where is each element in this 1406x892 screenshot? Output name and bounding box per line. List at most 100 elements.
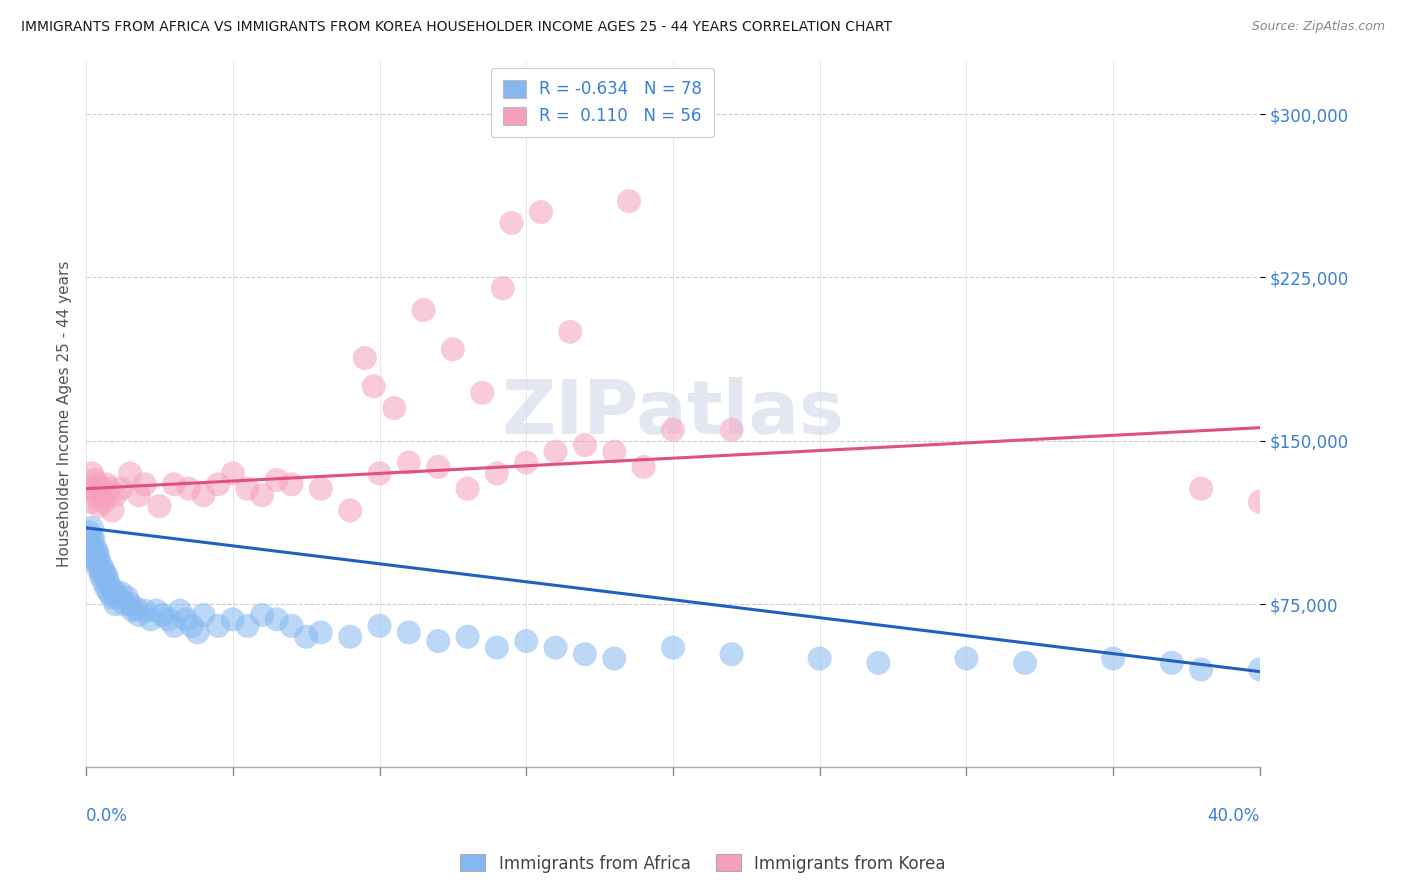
- Point: [412, 303, 434, 318]
- Point: [368, 619, 391, 633]
- Point: [104, 597, 127, 611]
- Point: [107, 591, 129, 605]
- Point: [80, 532, 103, 546]
- Point: [1249, 662, 1271, 676]
- Point: [280, 619, 302, 633]
- Point: [110, 586, 132, 600]
- Point: [134, 604, 156, 618]
- Point: [90, 565, 112, 579]
- Point: [236, 619, 259, 633]
- Point: [148, 499, 170, 513]
- Point: [98, 482, 121, 496]
- Point: [174, 612, 197, 626]
- Point: [120, 597, 142, 611]
- Point: [250, 607, 273, 622]
- Point: [720, 647, 742, 661]
- Point: [485, 640, 508, 655]
- Text: 0.0%: 0.0%: [86, 806, 128, 824]
- Point: [1189, 482, 1212, 496]
- Point: [77, 532, 100, 546]
- Point: [1160, 656, 1182, 670]
- Point: [266, 612, 288, 626]
- Point: [77, 482, 100, 496]
- Point: [1014, 656, 1036, 670]
- Point: [79, 547, 101, 561]
- Point: [83, 553, 105, 567]
- Point: [193, 607, 215, 622]
- Point: [427, 459, 450, 474]
- Point: [633, 459, 655, 474]
- Point: [94, 568, 117, 582]
- Point: [145, 604, 167, 618]
- Point: [91, 560, 114, 574]
- Point: [90, 568, 112, 582]
- Point: [86, 488, 108, 502]
- Point: [86, 553, 108, 567]
- Point: [77, 525, 100, 540]
- Point: [617, 194, 640, 209]
- Point: [180, 619, 202, 633]
- Point: [177, 482, 200, 496]
- Point: [544, 640, 567, 655]
- Point: [295, 630, 318, 644]
- Point: [368, 467, 391, 481]
- Point: [101, 591, 124, 605]
- Point: [501, 216, 523, 230]
- Point: [353, 351, 375, 365]
- Point: [339, 630, 361, 644]
- Point: [128, 607, 150, 622]
- Point: [441, 343, 464, 357]
- Text: ZIPatlas: ZIPatlas: [502, 377, 844, 450]
- Point: [250, 488, 273, 502]
- Point: [163, 477, 186, 491]
- Point: [104, 586, 127, 600]
- Point: [720, 423, 742, 437]
- Point: [515, 634, 537, 648]
- Point: [207, 477, 229, 491]
- Point: [157, 612, 180, 626]
- Point: [603, 444, 626, 458]
- Point: [89, 499, 111, 513]
- Point: [492, 281, 515, 295]
- Point: [101, 582, 124, 596]
- Point: [187, 625, 209, 640]
- Point: [110, 482, 132, 496]
- Point: [1189, 662, 1212, 676]
- Point: [82, 532, 104, 546]
- Point: [574, 647, 596, 661]
- Point: [98, 586, 121, 600]
- Point: [398, 456, 420, 470]
- Text: 40.0%: 40.0%: [1208, 806, 1260, 824]
- Point: [427, 634, 450, 648]
- Point: [89, 553, 111, 567]
- Point: [163, 619, 186, 633]
- Point: [471, 385, 494, 400]
- Point: [87, 477, 110, 491]
- Point: [222, 467, 245, 481]
- Point: [87, 560, 110, 574]
- Point: [120, 467, 142, 481]
- Y-axis label: Householder Income Ages 25 - 44 years: Householder Income Ages 25 - 44 years: [58, 260, 72, 566]
- Point: [104, 488, 127, 502]
- Point: [80, 467, 103, 481]
- Point: [207, 619, 229, 633]
- Point: [603, 651, 626, 665]
- Point: [808, 651, 831, 665]
- Point: [80, 521, 103, 535]
- Point: [86, 542, 108, 557]
- Text: Source: ZipAtlas.com: Source: ZipAtlas.com: [1251, 20, 1385, 33]
- Point: [236, 482, 259, 496]
- Point: [112, 597, 135, 611]
- Point: [1249, 494, 1271, 508]
- Point: [457, 630, 479, 644]
- Point: [80, 542, 103, 557]
- Point: [79, 538, 101, 552]
- Point: [222, 612, 245, 626]
- Point: [309, 482, 332, 496]
- Point: [280, 477, 302, 491]
- Point: [955, 651, 977, 665]
- Point: [93, 575, 115, 590]
- Point: [544, 444, 567, 458]
- Point: [662, 423, 685, 437]
- Point: [868, 656, 890, 670]
